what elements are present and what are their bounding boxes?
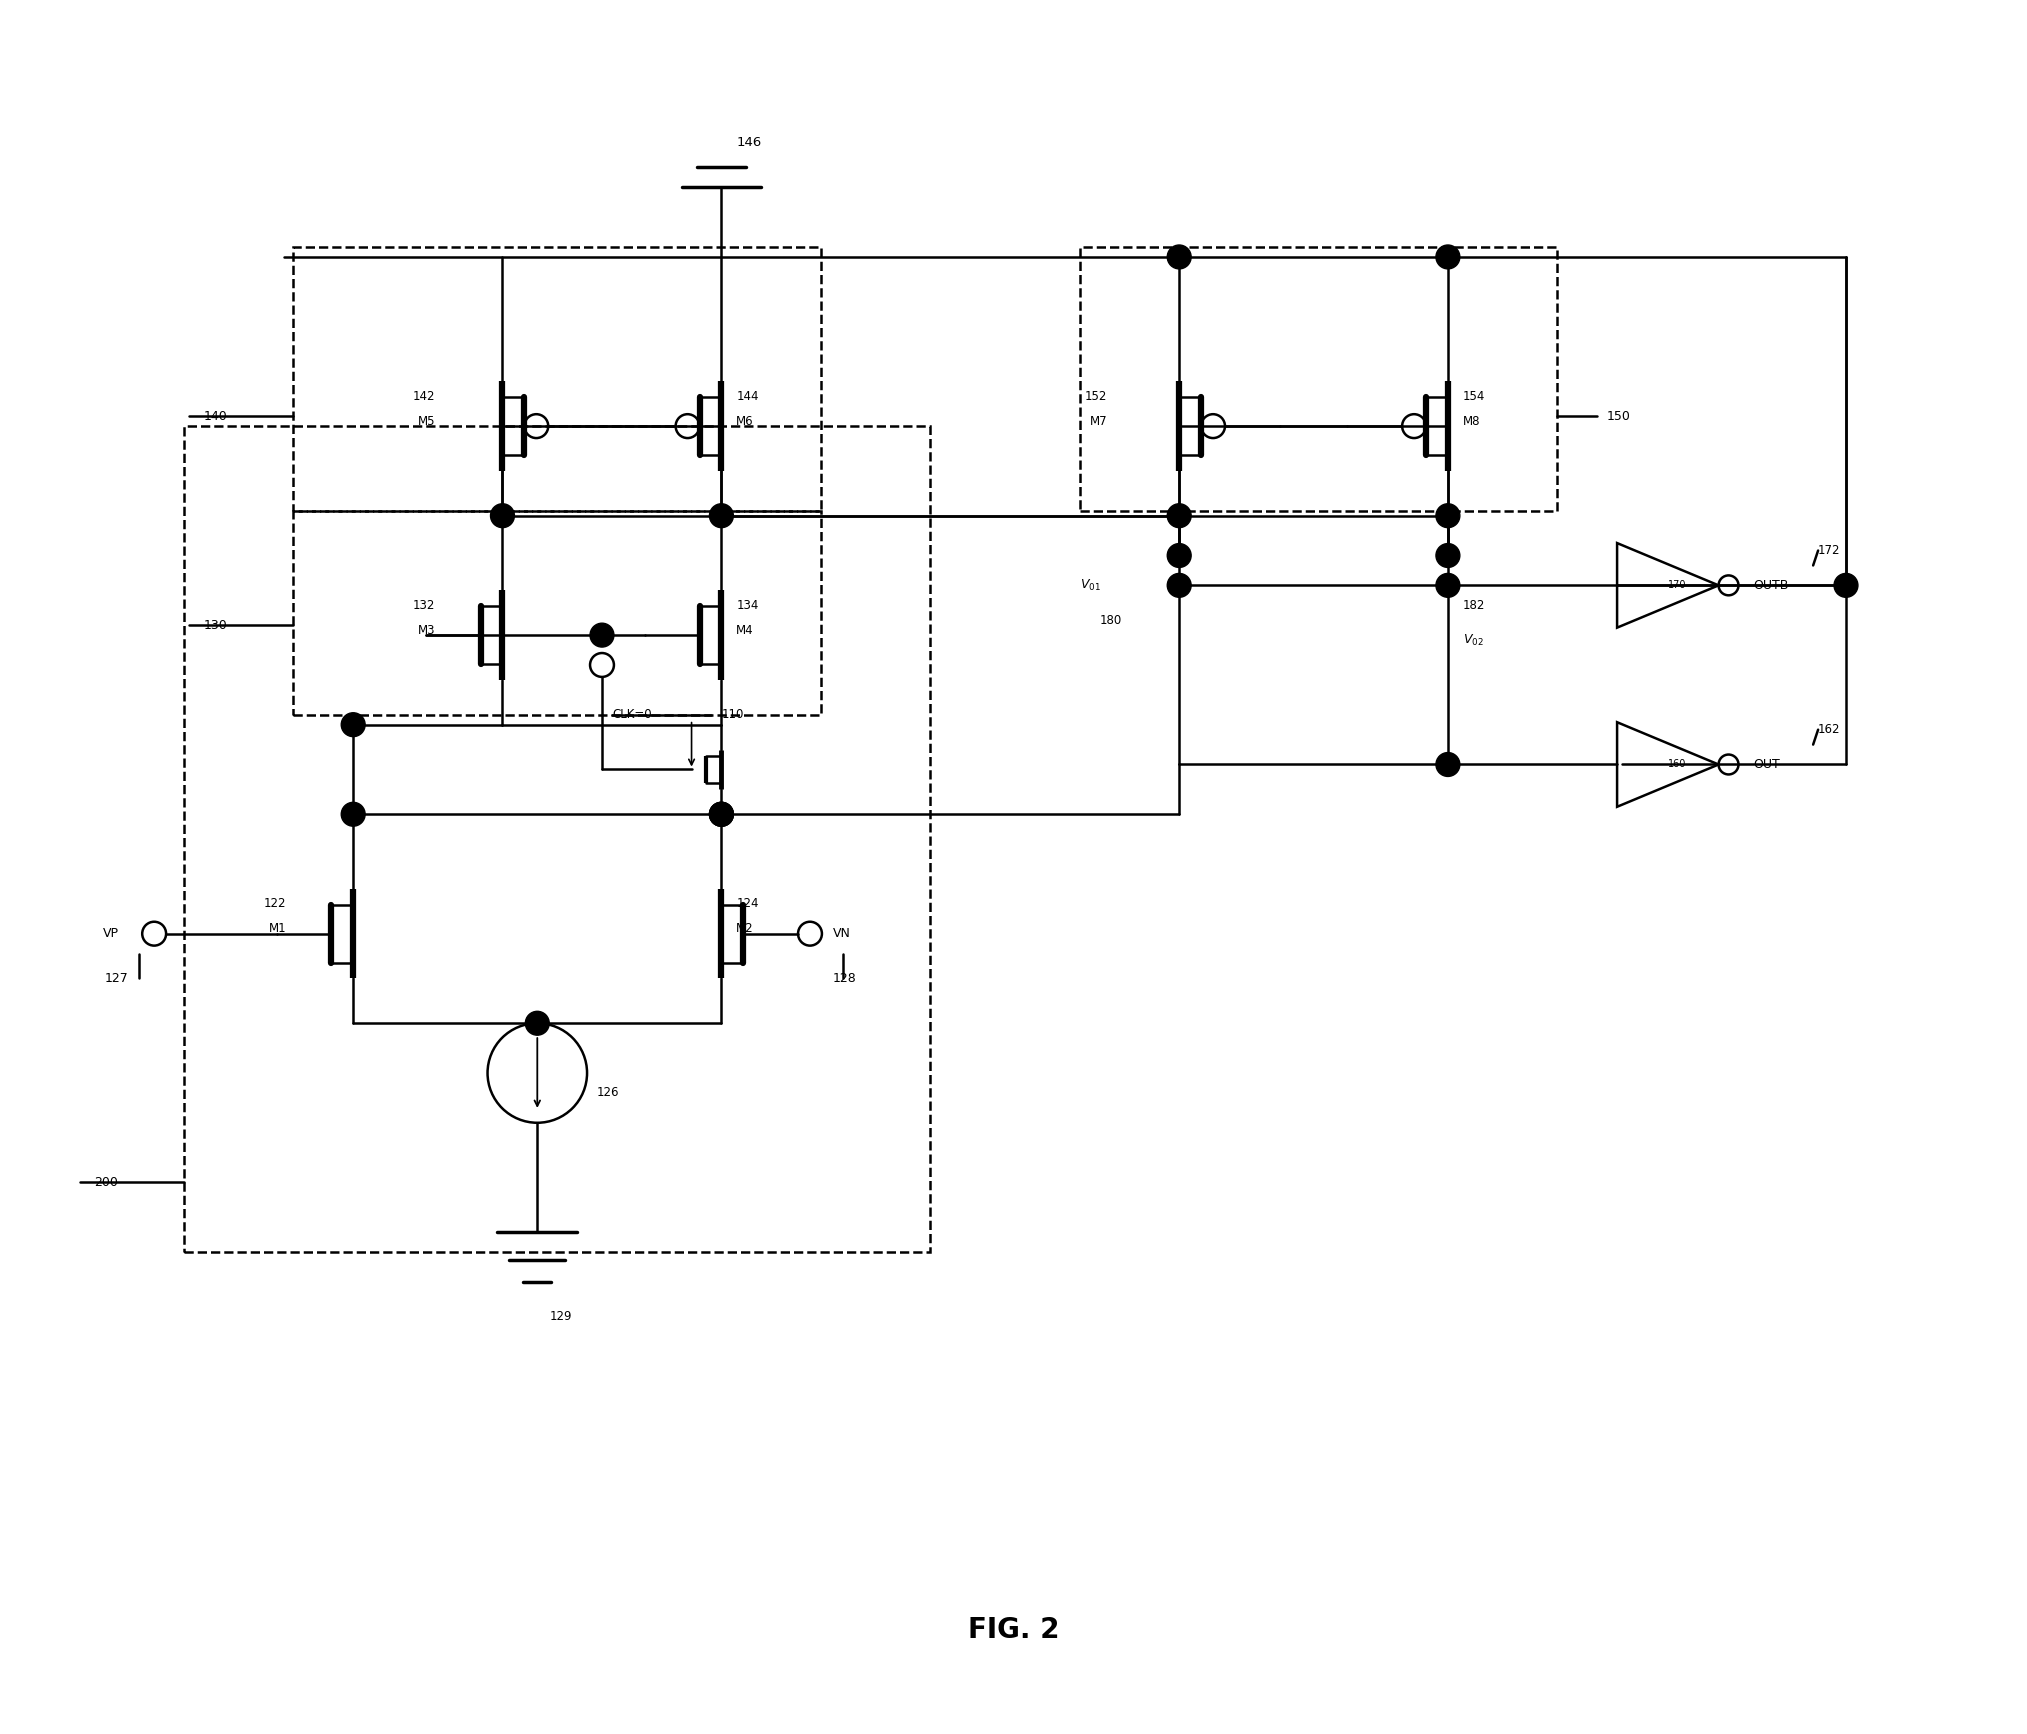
Text: OUTB: OUTB xyxy=(1753,579,1788,591)
Text: 150: 150 xyxy=(1607,409,1632,423)
Text: 200: 200 xyxy=(95,1176,118,1190)
Text: 129: 129 xyxy=(549,1311,572,1323)
Text: 140: 140 xyxy=(205,409,227,423)
Circle shape xyxy=(1168,244,1192,269)
Text: 132: 132 xyxy=(414,598,436,612)
Text: M2: M2 xyxy=(736,922,754,935)
Text: 146: 146 xyxy=(736,135,762,149)
Circle shape xyxy=(1435,543,1459,567)
Text: FIG. 2: FIG. 2 xyxy=(967,1616,1060,1644)
Text: VN: VN xyxy=(833,928,851,940)
Text: 126: 126 xyxy=(598,1087,620,1099)
Circle shape xyxy=(491,505,515,527)
Bar xyxy=(1080,246,1557,512)
Bar xyxy=(184,427,930,1252)
Circle shape xyxy=(1435,505,1459,527)
Text: $V_{02}$: $V_{02}$ xyxy=(1463,633,1484,647)
Text: 180: 180 xyxy=(1099,614,1121,626)
Text: 130: 130 xyxy=(205,619,227,631)
Circle shape xyxy=(341,803,365,825)
Text: M3: M3 xyxy=(418,624,436,636)
Circle shape xyxy=(709,803,734,825)
Circle shape xyxy=(1435,753,1459,777)
Bar xyxy=(294,512,821,714)
Text: $V_{01}$: $V_{01}$ xyxy=(1080,577,1101,593)
Text: 170: 170 xyxy=(1668,581,1686,590)
Text: OUT: OUT xyxy=(1753,758,1780,772)
Circle shape xyxy=(1168,574,1192,596)
Text: M8: M8 xyxy=(1463,414,1480,428)
Text: M4: M4 xyxy=(736,624,754,636)
Text: 162: 162 xyxy=(1818,723,1841,737)
Text: CLK=0: CLK=0 xyxy=(612,707,651,721)
Text: M1: M1 xyxy=(270,922,286,935)
Text: 160: 160 xyxy=(1668,759,1686,770)
Circle shape xyxy=(709,803,734,825)
Text: VP: VP xyxy=(103,928,120,940)
Text: M7: M7 xyxy=(1091,414,1107,428)
Circle shape xyxy=(1435,574,1459,596)
Text: 154: 154 xyxy=(1463,390,1486,402)
Text: 142: 142 xyxy=(414,390,436,402)
Text: 110: 110 xyxy=(722,707,744,721)
Text: 172: 172 xyxy=(1818,544,1841,557)
Circle shape xyxy=(709,803,734,825)
Circle shape xyxy=(590,623,614,647)
Circle shape xyxy=(1168,505,1192,527)
Circle shape xyxy=(1435,244,1459,269)
Text: 124: 124 xyxy=(736,896,758,910)
Text: 122: 122 xyxy=(264,896,286,910)
Circle shape xyxy=(525,1011,549,1035)
Circle shape xyxy=(1168,543,1192,567)
Circle shape xyxy=(1834,574,1859,596)
Text: M5: M5 xyxy=(418,414,436,428)
Circle shape xyxy=(341,713,365,737)
Bar xyxy=(294,246,821,512)
Text: M6: M6 xyxy=(736,414,754,428)
Text: 127: 127 xyxy=(103,973,128,985)
Circle shape xyxy=(709,505,734,527)
Text: 144: 144 xyxy=(736,390,758,402)
Text: 134: 134 xyxy=(736,598,758,612)
Text: 182: 182 xyxy=(1463,598,1486,612)
Text: 152: 152 xyxy=(1084,390,1107,402)
Text: 128: 128 xyxy=(833,973,857,985)
